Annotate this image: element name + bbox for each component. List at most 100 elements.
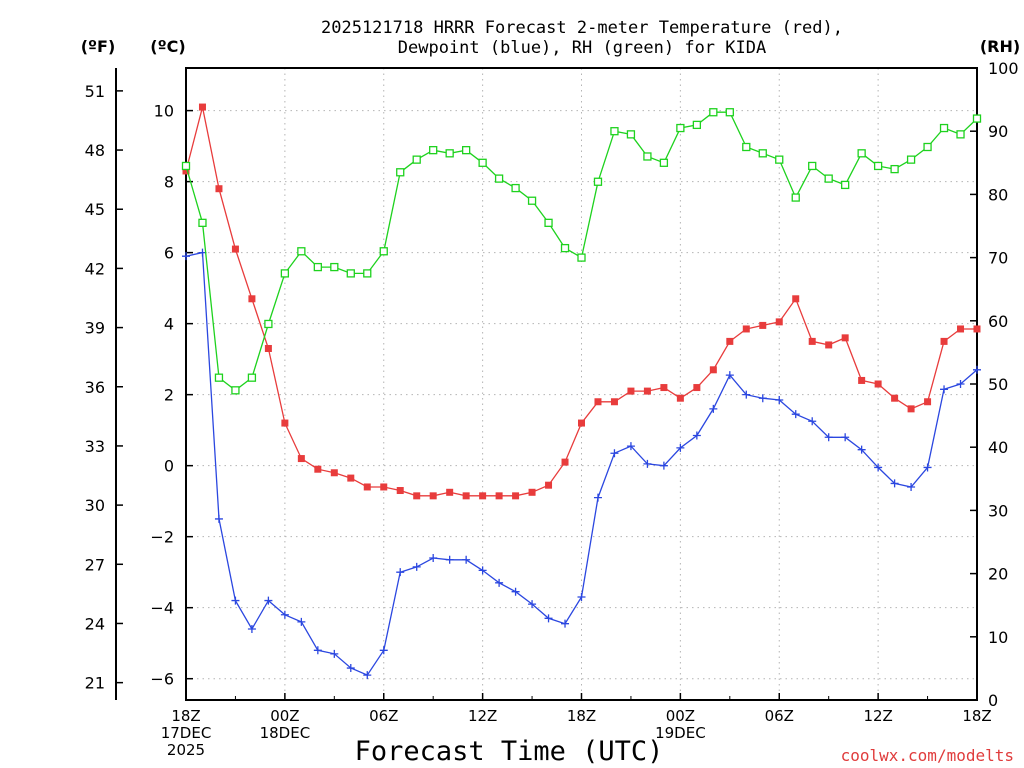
grid-lines (186, 68, 977, 700)
rh-point (791, 193, 800, 202)
x-tick-label: 18Z (171, 707, 200, 725)
rh-series (181, 108, 982, 395)
2-meter-temperature-point (693, 384, 701, 392)
2-meter-temperature-point (594, 398, 602, 406)
rh-point (725, 108, 734, 117)
rh-tick-label: 0 (988, 691, 998, 710)
2-meter-temperature-point (561, 458, 569, 466)
2-meter-temperature-point (627, 387, 635, 395)
dewpoint-point (231, 596, 240, 605)
fahrenheit-tick-label: 24 (85, 614, 105, 633)
2-meter-temperature-point (545, 481, 553, 489)
x-tick-label: 12Z (468, 707, 497, 725)
2-meter-temperature-point (973, 325, 981, 333)
rh-point (560, 243, 570, 253)
2-meter-temperature-point (281, 419, 289, 427)
2-meter-temperature-point (215, 185, 223, 193)
x-tick-label: 06Z (765, 707, 794, 725)
rh-tick-label: 80 (988, 185, 1008, 204)
2-meter-temperature-point (808, 337, 816, 345)
dewpoint-point (264, 596, 273, 605)
rh-point (412, 155, 421, 164)
dewpoint-point (544, 614, 553, 623)
dewpoint-point (857, 445, 866, 454)
rh-point (659, 158, 669, 167)
data-series (181, 103, 982, 680)
2-meter-temperature-point (742, 325, 750, 333)
celsius-unit-label: (ºC) (150, 37, 185, 56)
celsius-tick-label: −4 (150, 599, 174, 618)
dewpoint-point (907, 482, 916, 491)
rh-point (247, 373, 257, 382)
rh-point (445, 149, 454, 158)
rh-point (824, 174, 833, 183)
2-meter-temperature-point (182, 167, 190, 175)
x-tick-label: 00Z (270, 707, 299, 725)
2-meter-temperature-point (446, 488, 454, 496)
2-meter-temperature-series (182, 103, 981, 500)
rh-tick-label: 70 (988, 249, 1008, 268)
2-meter-temperature-point (429, 492, 437, 500)
celsius-tick-label: 0 (164, 457, 174, 476)
rh-tick-label: 90 (988, 122, 1008, 141)
dewpoint-point (643, 459, 652, 468)
celsius-tick-label: 8 (164, 173, 174, 192)
dewpoint-point (808, 417, 817, 426)
rh-point (461, 146, 471, 155)
rh-point (478, 158, 487, 167)
dewpoint-point (280, 610, 289, 619)
fahrenheit-tick-label: 21 (85, 674, 105, 693)
2-meter-temperature-point (396, 487, 404, 495)
dewpoint-point (561, 619, 570, 628)
2-meter-temperature-point (957, 325, 965, 333)
fahrenheit-tick-label: 45 (85, 200, 105, 219)
dewpoint-point (874, 463, 883, 472)
rh-tick-label: 100 (988, 59, 1019, 78)
2-meter-temperature-point (891, 394, 899, 402)
x-tick-label: 18Z (962, 707, 991, 725)
rh-point (692, 120, 702, 130)
rh-point (923, 142, 932, 152)
2-meter-temperature-point (924, 398, 932, 406)
dewpoint-point (940, 385, 949, 394)
celsius-tick-label: −6 (150, 670, 174, 689)
dewpoint-point (577, 593, 586, 602)
dewpoint-point (610, 449, 619, 458)
fahrenheit-tick-label: 39 (85, 319, 105, 338)
2-meter-temperature-point (363, 483, 371, 491)
2-meter-temperature-point (874, 380, 882, 388)
rh-point (527, 196, 537, 205)
dewpoint-point (775, 395, 784, 404)
2-meter-temperature-point (231, 245, 239, 253)
rh-point (544, 218, 553, 227)
celsius-tick-label: 2 (164, 386, 174, 405)
rh-tick-label: 30 (988, 501, 1008, 520)
2-meter-temperature-point (676, 394, 684, 402)
2-meter-temperature-point (775, 318, 783, 326)
dewpoint-point (495, 578, 504, 587)
rh-point (643, 152, 652, 161)
rh-point (198, 218, 207, 227)
dewpoint-point (478, 566, 487, 575)
dewpoint-point (379, 646, 388, 655)
rh-point (297, 247, 306, 256)
dewpoint-point (659, 461, 668, 470)
fahrenheit-tick-label: 42 (85, 259, 105, 278)
celsius-tick-label: 6 (164, 244, 174, 263)
dewpoint-point (692, 431, 701, 440)
dewpoint-point (182, 252, 190, 261)
dewpoint-point (758, 394, 767, 403)
fahrenheit-tick-label: 48 (85, 141, 105, 160)
fahrenheit-tick-label: 33 (85, 437, 105, 456)
2-meter-temperature-point (825, 341, 833, 349)
rh-point (346, 269, 355, 278)
dewpoint-point (824, 433, 833, 442)
dewpoint-point (346, 664, 355, 673)
2-meter-temperature-point (907, 405, 915, 413)
rh-point (181, 161, 191, 171)
rh-point (939, 123, 949, 133)
2-meter-temperature-point (495, 492, 503, 500)
rh-point (577, 253, 586, 262)
rh-point (511, 183, 520, 193)
